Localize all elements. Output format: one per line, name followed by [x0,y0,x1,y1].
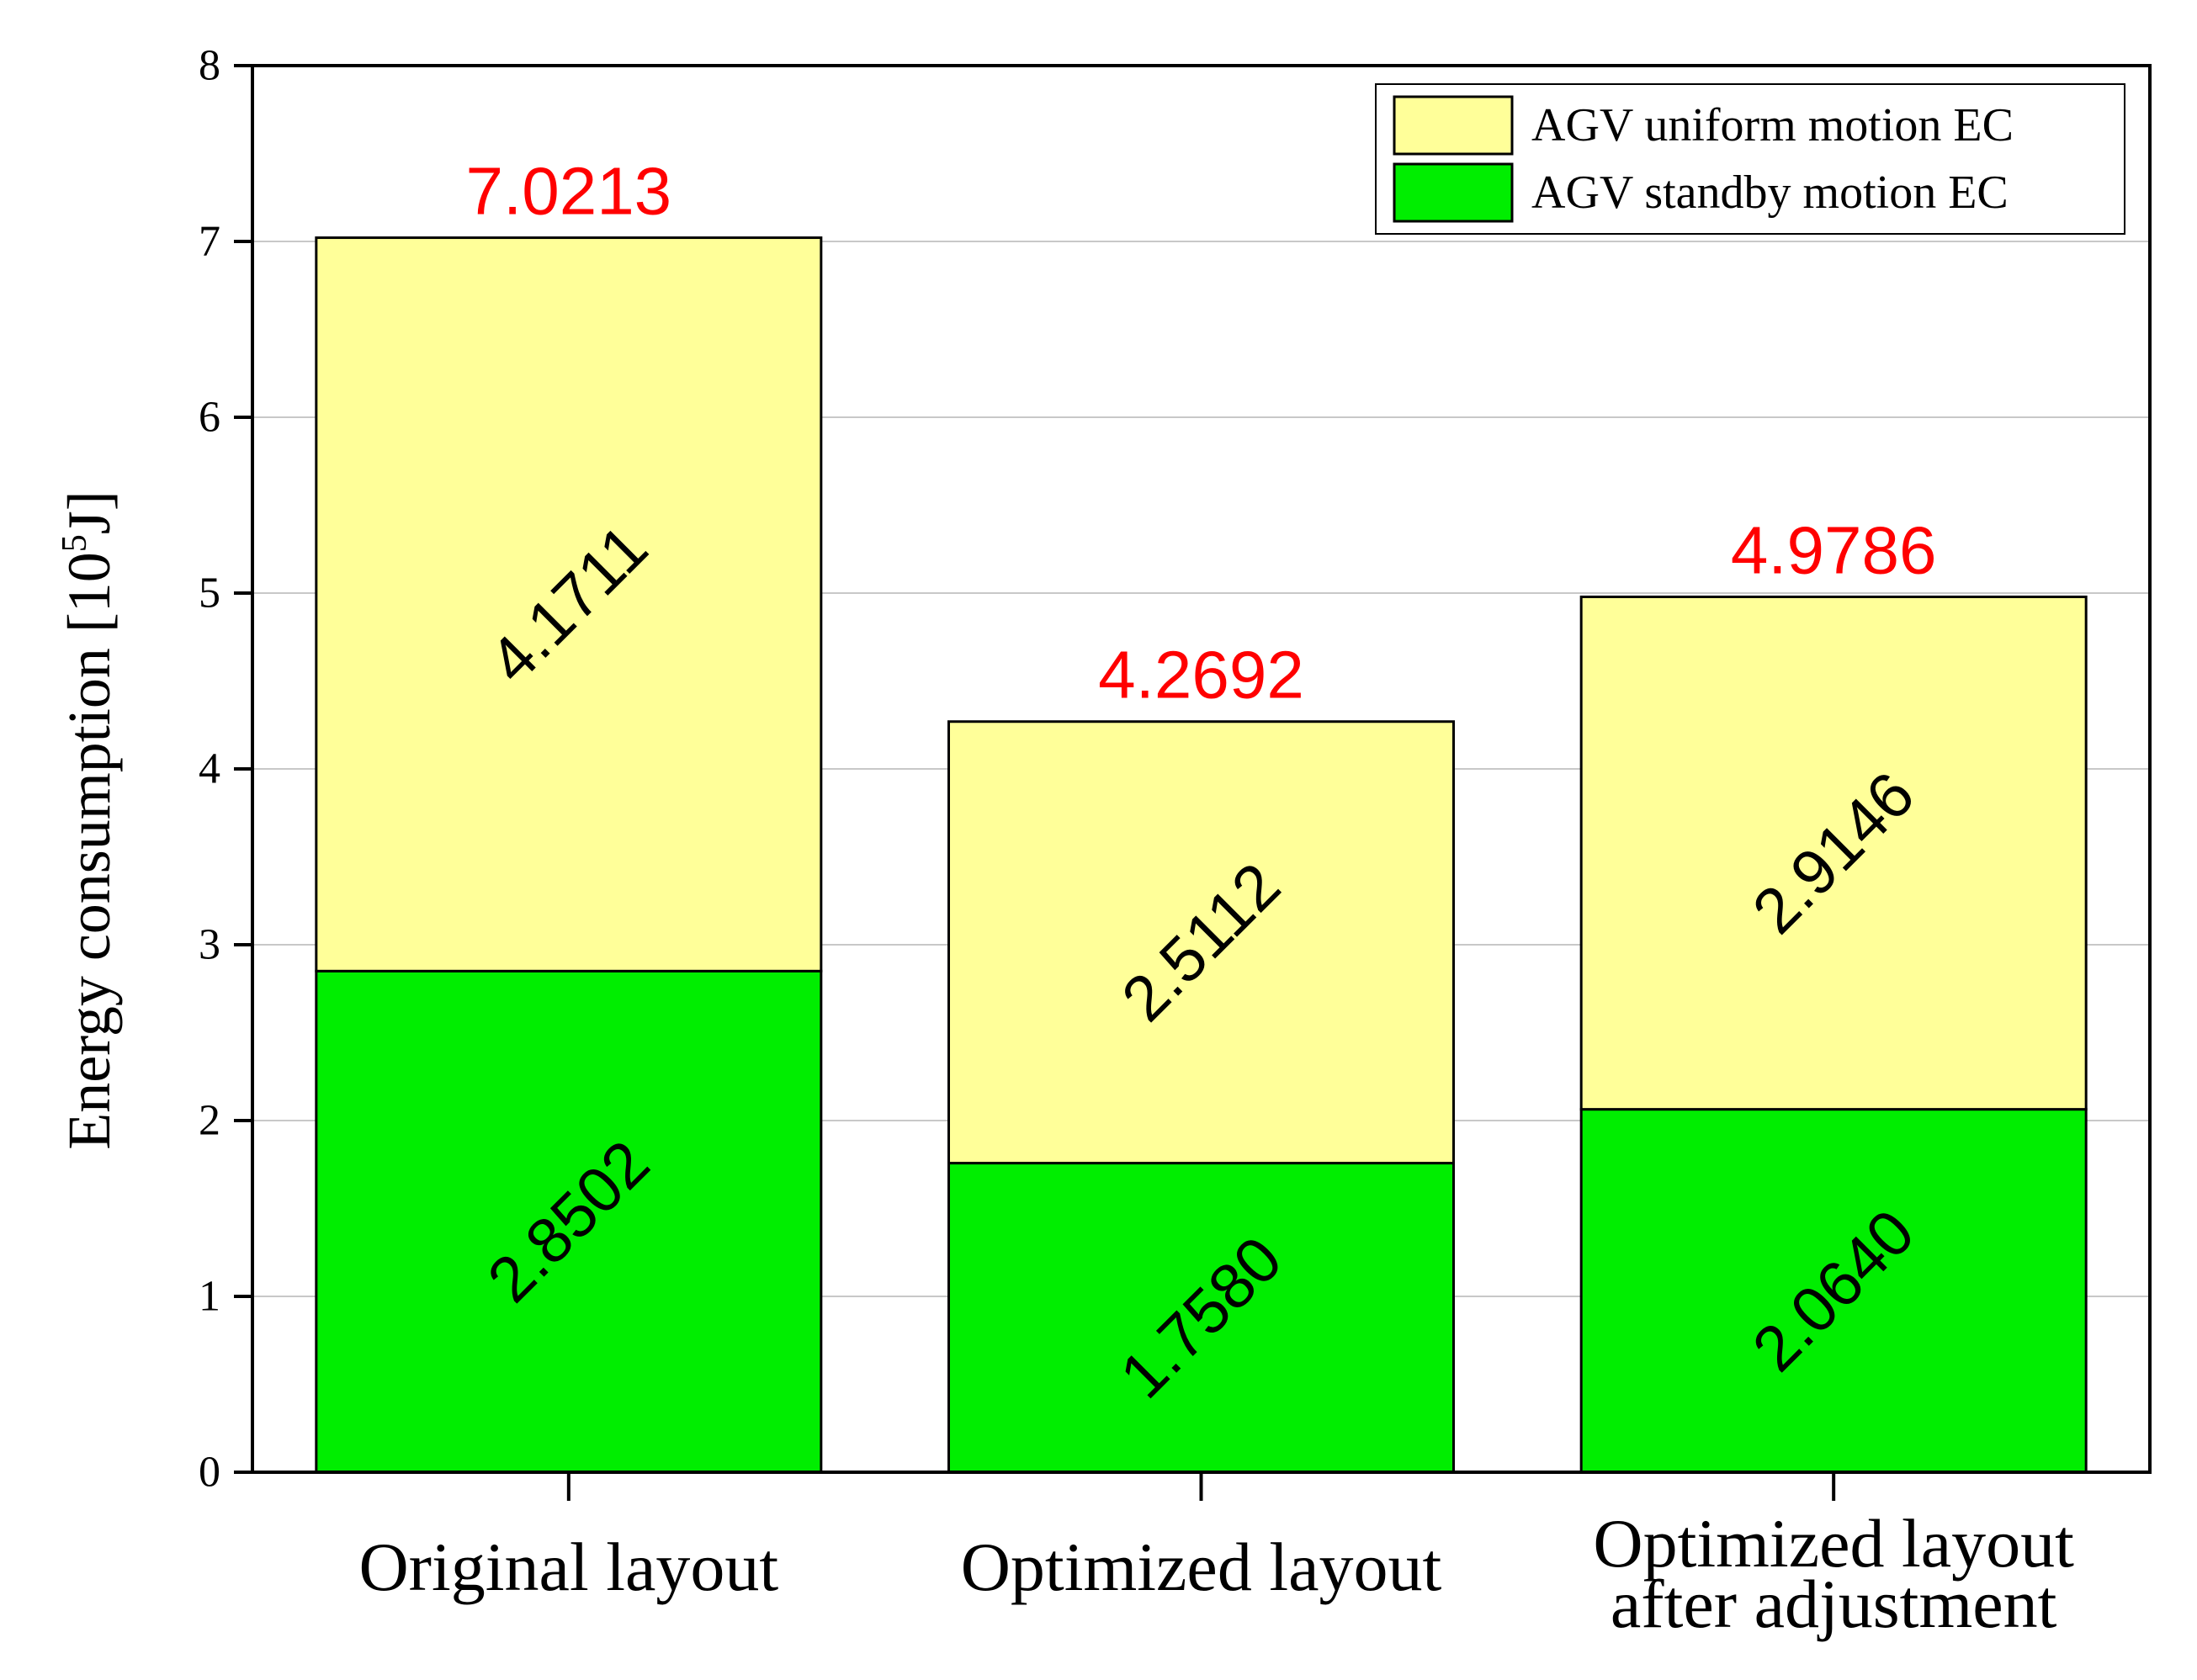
total-value-label: 4.2692 [1098,638,1304,713]
x-tick-label: after adjustment [1611,1566,2057,1642]
bar-segment-uniform [315,236,823,972]
y-tick-label: 3 [199,921,220,969]
x-tick-label: Optimized layout [1593,1505,2074,1582]
bars [315,236,2088,1474]
total-value-label: 7.0213 [465,154,671,229]
legend-label: AGV standby motion EC [1531,167,2009,219]
y-tick-label: 2 [199,1097,220,1145]
bar-segment-standby [1579,1108,2088,1474]
x-tick-label: Original layout [358,1529,778,1605]
legend-swatch [1393,162,1514,223]
axes: Original layout Optimized layout Optimized… [199,42,2152,1642]
y-axis-title: Energy consumption [105J] [56,490,123,1150]
x-tick-label: Optimized layout [961,1529,1442,1605]
y-tick-label: 1 [199,1273,220,1321]
legend: AGV uniform motion EC AGV standby motion … [1375,83,2125,235]
bar-segment-uniform [1579,595,2088,1111]
legend-label: AGV uniform motion EC [1531,99,2014,151]
y-tick-label: 6 [199,394,220,442]
bar-segment-standby [947,1162,1455,1474]
y-tick-label: 5 [199,570,220,617]
y-tick-label: 0 [199,1449,220,1497]
y-tick-label: 8 [199,42,220,90]
y-tick-label: 4 [199,745,220,793]
y-tick-label: 7 [199,218,220,266]
legend-swatch [1393,95,1514,156]
total-value-label: 4.9786 [1731,512,1937,587]
bar-segment-uniform [947,720,1455,1165]
